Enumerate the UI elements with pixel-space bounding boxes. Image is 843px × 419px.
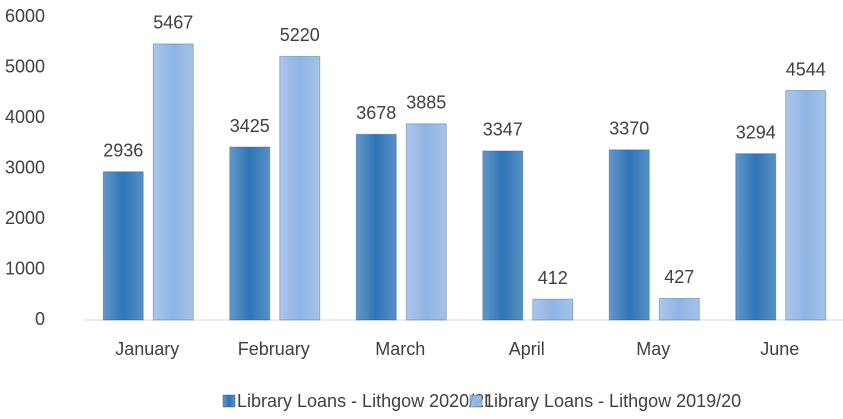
legend-label: Library Loans - Lithgow 2020/21 [237,391,494,411]
bar [405,123,447,321]
data-label: 412 [538,268,568,288]
bar [532,298,574,321]
bar [735,153,777,321]
y-tick-label: 0 [35,309,45,329]
bar [608,149,650,321]
data-label: 5220 [280,25,320,45]
bar [152,43,194,321]
y-tick-label: 3000 [5,157,45,177]
bar [279,55,321,321]
legend-label: Library Loans - Lithgow 2019/20 [484,391,741,411]
data-label: 3678 [356,103,396,123]
bar [102,171,144,321]
x-tick-label: May [636,339,670,359]
y-tick-label: 4000 [5,107,45,127]
x-tick-label: January [115,339,179,359]
y-tick-label: 2000 [5,208,45,228]
y-tick-label: 1000 [5,258,45,278]
bar [658,297,700,321]
legend-swatch [222,394,236,408]
data-label: 3347 [483,120,523,140]
data-label: 3294 [736,122,776,142]
data-label: 5467 [153,13,193,33]
bar [482,150,524,321]
data-label: 2936 [103,140,143,160]
bar [355,133,397,321]
data-label: 3885 [406,93,446,113]
bar [229,146,271,321]
data-label: 4544 [786,59,826,79]
x-tick-label: April [509,339,545,359]
x-tick-label: March [375,339,425,359]
y-tick-label: 6000 [5,6,45,26]
data-label: 3425 [230,116,270,136]
x-tick-label: June [760,339,799,359]
legend-swatch [469,394,483,408]
y-tick-label: 5000 [5,56,45,76]
x-tick-label: February [238,339,310,359]
data-label: 427 [664,267,694,287]
bar [785,90,827,321]
data-label: 3370 [609,119,649,139]
